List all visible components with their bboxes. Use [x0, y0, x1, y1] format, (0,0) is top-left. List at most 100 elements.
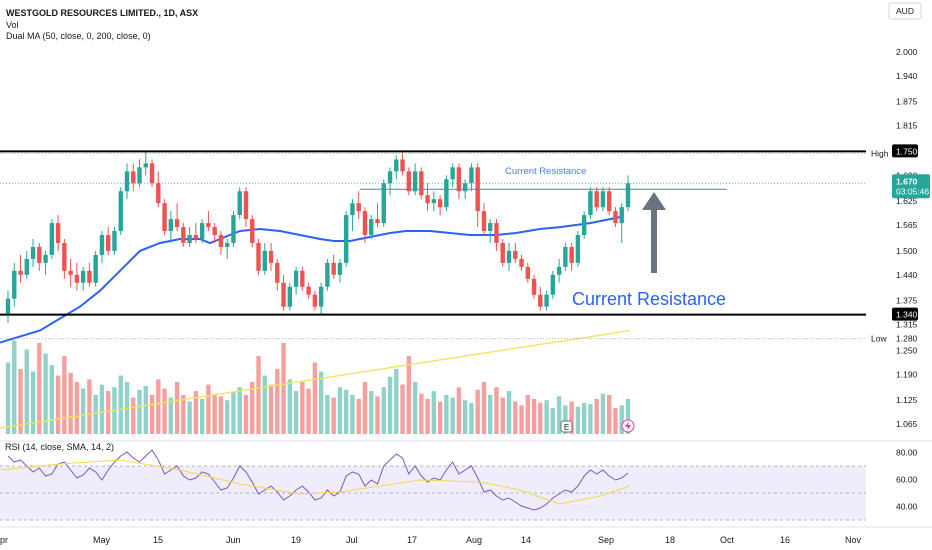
volume-bar — [607, 395, 612, 434]
candle-body — [325, 262, 330, 287]
candle — [337, 258, 343, 283]
currency-button[interactable]: AUD — [888, 2, 922, 20]
volume-bar — [600, 393, 606, 434]
candle-body — [181, 227, 186, 243]
candle-body — [588, 191, 593, 216]
candle-body — [156, 183, 161, 204]
candle — [581, 211, 587, 239]
candle — [206, 211, 211, 232]
candle — [187, 227, 192, 247]
candle — [387, 167, 393, 196]
rsi-axis[interactable]: 80.00 60.00 40.00 — [896, 448, 918, 512]
volume-bar — [137, 389, 142, 434]
volume-bar — [531, 398, 537, 434]
volume-bar — [262, 375, 267, 434]
volume-bar — [250, 382, 255, 434]
dividend-marker[interactable] — [621, 419, 635, 433]
time-axis[interactable]: Apr May 15 Jun 19 Jul 17 Aug 14 Sep 18 Oct 16 Nov — [0, 535, 862, 545]
candle-body — [569, 246, 574, 263]
volume-bar — [381, 387, 386, 434]
volume-bar — [143, 385, 148, 434]
volume-bar — [312, 362, 318, 434]
volume-bar — [519, 405, 524, 434]
candle-body — [600, 191, 606, 208]
candle — [619, 203, 624, 243]
volume-bar — [24, 349, 29, 434]
candle — [531, 274, 537, 299]
time-tick-label: 15 — [153, 535, 163, 545]
candle-body — [531, 278, 537, 295]
candle-body — [18, 270, 23, 275]
candle — [87, 262, 92, 287]
volume-bar — [594, 398, 599, 434]
candle-body — [525, 266, 530, 279]
candle — [124, 163, 130, 200]
volume-bar — [243, 395, 249, 434]
candle-body — [506, 250, 512, 263]
candle — [419, 167, 424, 200]
candle — [243, 187, 249, 228]
candle — [168, 211, 174, 243]
candle-body — [306, 286, 311, 295]
candle-body — [563, 246, 568, 267]
upper-level-value: 1.750 — [896, 146, 918, 156]
candle — [481, 203, 487, 236]
time-tick-label: May — [93, 535, 111, 545]
volume-bar — [43, 353, 48, 434]
volume-bar — [469, 402, 474, 434]
candle-body — [412, 171, 418, 192]
volume-bar — [556, 396, 562, 434]
volume-bar — [437, 401, 443, 434]
candle-body — [594, 191, 599, 208]
candle-body — [456, 167, 462, 192]
candle — [331, 254, 336, 279]
earnings-letter: E — [564, 423, 569, 432]
volume-bar — [369, 391, 374, 434]
candle-body — [80, 270, 86, 283]
candle-body — [312, 294, 318, 307]
volume-bar — [387, 376, 393, 434]
candle-body — [30, 246, 36, 259]
earnings-marker[interactable]: E — [560, 420, 573, 433]
candle — [143, 151, 148, 176]
candle — [80, 266, 86, 291]
candle-body — [400, 159, 405, 172]
candle-body — [619, 207, 624, 224]
volume-bar — [193, 391, 199, 434]
resistance-label-small: Current Resistance — [505, 166, 586, 177]
candle — [494, 219, 499, 251]
candle-body — [538, 294, 543, 307]
candle — [525, 262, 530, 283]
volume-bar — [488, 395, 493, 434]
ma200-line — [0, 329, 631, 429]
candle-body — [300, 270, 305, 287]
candle — [607, 187, 612, 216]
volume-bar — [394, 369, 399, 434]
volume-bar — [87, 379, 92, 434]
candle-body — [5, 298, 11, 315]
volume-bar — [218, 396, 224, 434]
candle — [212, 223, 217, 243]
candle — [444, 175, 449, 212]
volume-bar — [306, 388, 311, 434]
volume-bar — [494, 387, 499, 434]
candle — [137, 159, 142, 188]
candle-body — [55, 223, 61, 243]
time-tick-label: Nov — [845, 535, 862, 545]
candle-body — [49, 223, 55, 255]
currency-label: AUD — [896, 6, 914, 16]
volume-bar — [118, 375, 123, 434]
volume-bar — [256, 356, 261, 434]
candle-body — [494, 223, 499, 243]
candle — [325, 258, 330, 291]
vol-label: Vol — [6, 20, 19, 30]
candle — [149, 159, 155, 188]
candle — [218, 231, 224, 255]
ma50-line — [0, 216, 621, 344]
candle — [237, 187, 242, 220]
candle-body — [519, 258, 524, 267]
time-tick-label: 16 — [780, 535, 790, 545]
price-axis[interactable]: 2.0001.9401.8751.8151.7451.6901.6251.565… — [868, 47, 930, 429]
volume-bar — [275, 369, 280, 434]
